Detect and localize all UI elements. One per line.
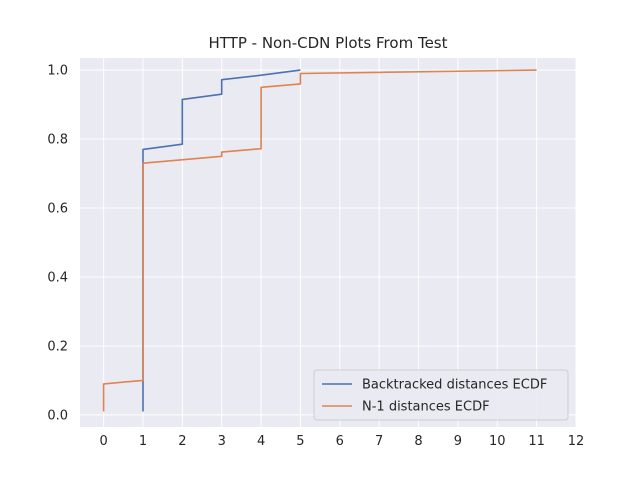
x-tick-label: 4: [257, 434, 265, 449]
x-tick-label: 7: [375, 434, 383, 449]
legend-box: [313, 369, 569, 421]
y-tick-label: 0.6: [47, 202, 68, 217]
x-tick-label: 12: [568, 434, 585, 449]
series-line-1: [142, 69, 301, 412]
legend: Backtracked distances ECDF N-1 distances …: [313, 369, 569, 421]
x-tick-label: 10: [489, 434, 506, 449]
x-tick-label: 5: [296, 434, 304, 449]
x-tick-label: 6: [336, 434, 344, 449]
legend-label-1: Backtracked distances ECDF: [362, 378, 547, 393]
x-tick-label: 1: [139, 434, 147, 449]
chart-title: HTTP - Non-CDN Plots From Test: [209, 34, 448, 52]
y-tick-label: 0.8: [47, 133, 68, 148]
series-layer: [102, 69, 537, 412]
x-tick-label: 9: [454, 434, 462, 449]
x-tick-label: 2: [178, 434, 186, 449]
x-tick-label: 0: [99, 434, 107, 449]
legend-label-2: N-1 distances ECDF: [362, 400, 490, 415]
y-tick-label: 0.2: [47, 339, 68, 354]
y-tick-label: 0.4: [47, 270, 68, 285]
series-line-2: [102, 69, 537, 412]
y-tick-label: 1.0: [47, 64, 68, 79]
y-tick-label: 0.0: [47, 408, 68, 423]
y-axis: 0.0 0.2 0.4 0.6 0.8 1.0: [47, 64, 68, 424]
x-axis: 0 1 2 3 4 5 6 7 8 9 10 11 12: [99, 434, 584, 449]
x-tick-label: 3: [218, 434, 226, 449]
x-tick-label: 8: [414, 434, 422, 449]
x-tick-label: 11: [528, 434, 545, 449]
plot-area: [80, 58, 576, 427]
